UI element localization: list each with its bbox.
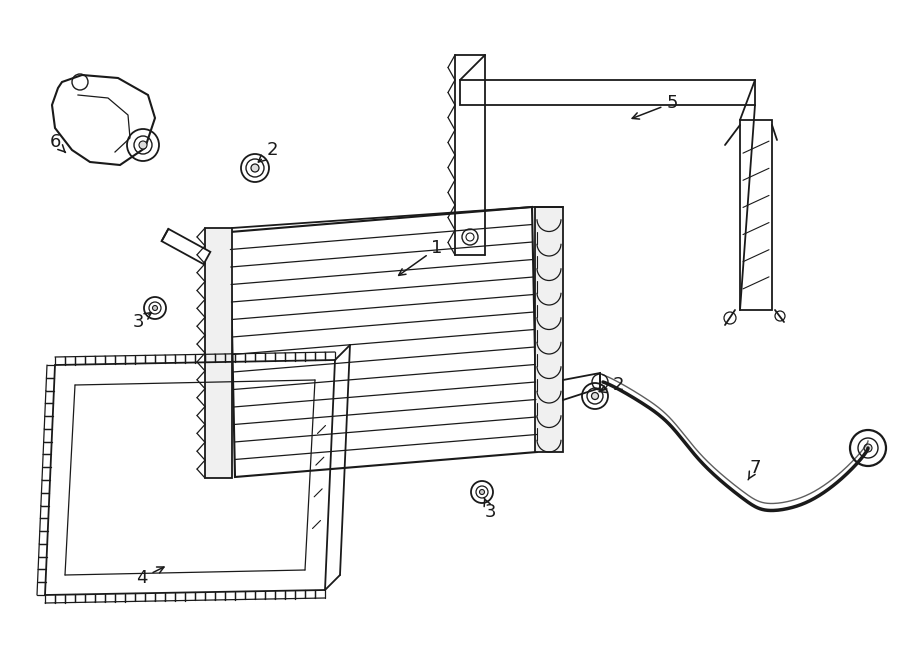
- Polygon shape: [740, 120, 772, 310]
- Text: 3: 3: [484, 498, 496, 521]
- Polygon shape: [230, 207, 537, 477]
- Polygon shape: [205, 228, 232, 478]
- Circle shape: [480, 490, 484, 494]
- Text: 4: 4: [136, 567, 164, 587]
- Text: 3: 3: [132, 313, 151, 331]
- Text: 5: 5: [632, 94, 678, 119]
- Text: 7: 7: [748, 459, 760, 480]
- Circle shape: [152, 305, 158, 311]
- Text: 2: 2: [258, 141, 278, 162]
- Circle shape: [251, 164, 259, 172]
- Polygon shape: [535, 207, 563, 452]
- Text: 2: 2: [599, 376, 624, 394]
- Polygon shape: [460, 80, 755, 105]
- Circle shape: [864, 444, 872, 452]
- Polygon shape: [162, 229, 211, 264]
- Polygon shape: [52, 75, 155, 165]
- Text: 6: 6: [50, 133, 66, 153]
- Circle shape: [139, 141, 147, 149]
- Circle shape: [591, 393, 599, 399]
- Text: 1: 1: [399, 239, 443, 276]
- Polygon shape: [563, 373, 600, 400]
